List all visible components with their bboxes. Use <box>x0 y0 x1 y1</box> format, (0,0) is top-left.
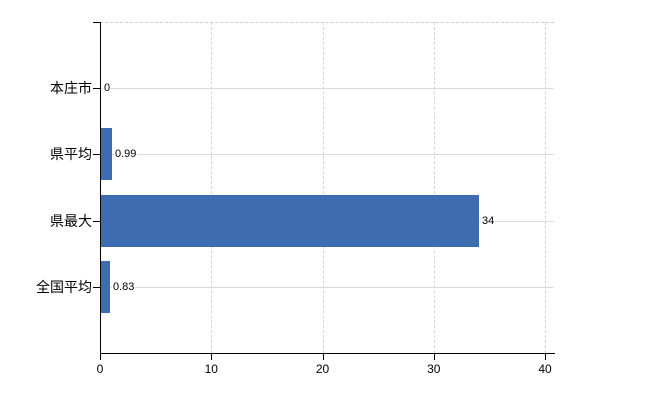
x-axis-line <box>100 353 555 354</box>
bar <box>101 128 112 181</box>
x-axis-tick <box>322 354 324 360</box>
x-axis-tick <box>545 354 546 360</box>
bar-value-label: 0 <box>103 82 112 95</box>
y-axis-category-label: 県最大 <box>50 212 92 229</box>
y-axis-category-label: 本庄市 <box>50 80 92 97</box>
x-gridline <box>433 22 435 353</box>
bar-value-label: 0.99 <box>114 148 138 161</box>
x-axis-tick <box>100 354 101 360</box>
y-axis-category-label: 県平均 <box>50 146 92 163</box>
category-gridline <box>100 154 554 156</box>
x-axis-tick-label: 20 <box>315 362 330 376</box>
bar <box>101 194 479 247</box>
plot-top-border <box>100 22 554 23</box>
y-axis-tick <box>93 154 100 156</box>
bar-value-label: 0.83 <box>112 280 136 293</box>
x-axis-tick <box>211 354 213 360</box>
x-gridline <box>322 22 324 353</box>
y-axis-tick <box>93 286 100 288</box>
category-gridline <box>100 286 554 288</box>
bar <box>101 260 110 313</box>
x-axis-tick-label: 0 <box>96 362 104 376</box>
category-gridline <box>100 88 554 90</box>
y-axis-tick <box>93 220 100 222</box>
bar-value-label: 34 <box>481 214 496 227</box>
y-axis-line <box>100 22 101 354</box>
x-gridline <box>211 22 213 353</box>
x-axis-tick-label: 30 <box>427 362 441 376</box>
y-axis-category-label: 全国平均 <box>36 278 92 295</box>
y-axis-tick <box>93 88 100 90</box>
x-axis-tick-label: 40 <box>538 362 552 376</box>
y-axis-top-tick <box>93 22 100 23</box>
x-axis-tick <box>433 354 435 360</box>
x-gridline <box>545 22 546 353</box>
x-axis-tick-label: 10 <box>204 362 218 376</box>
